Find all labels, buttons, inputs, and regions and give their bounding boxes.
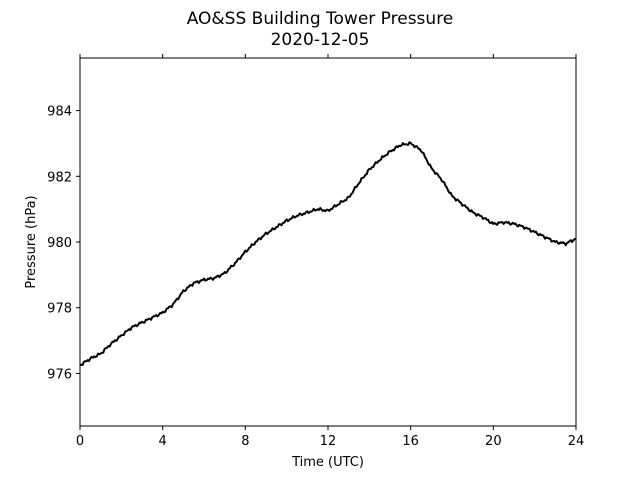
x-tick-label: 24 xyxy=(568,434,585,449)
chart-subtitle: 2020-12-05 xyxy=(271,30,370,50)
x-tick-label: 0 xyxy=(76,434,84,449)
plot-frame xyxy=(79,57,577,427)
y-tick-label: 978 xyxy=(47,302,72,317)
x-tick-label: 12 xyxy=(320,434,337,449)
x-axis-label: Time (UTC) xyxy=(291,455,364,470)
y-axis-label: Pressure (hPa) xyxy=(24,195,39,288)
y-tick-label: 976 xyxy=(47,367,72,382)
x-tick-label: 8 xyxy=(241,434,249,449)
plot-area: 0 4 8 12 16 20 24 976 978 980 982 984 xyxy=(47,54,584,449)
y-tick-label: 984 xyxy=(47,105,72,120)
x-tick-label: 4 xyxy=(159,434,167,449)
y-tick-label: 980 xyxy=(47,236,72,251)
x-tick-label: 16 xyxy=(402,434,419,449)
y-tick-label: 982 xyxy=(47,170,72,185)
x-tick-label: 20 xyxy=(485,434,502,449)
chart-title: AO&SS Building Tower Pressure xyxy=(187,9,454,29)
series-line-0 xyxy=(79,141,577,367)
